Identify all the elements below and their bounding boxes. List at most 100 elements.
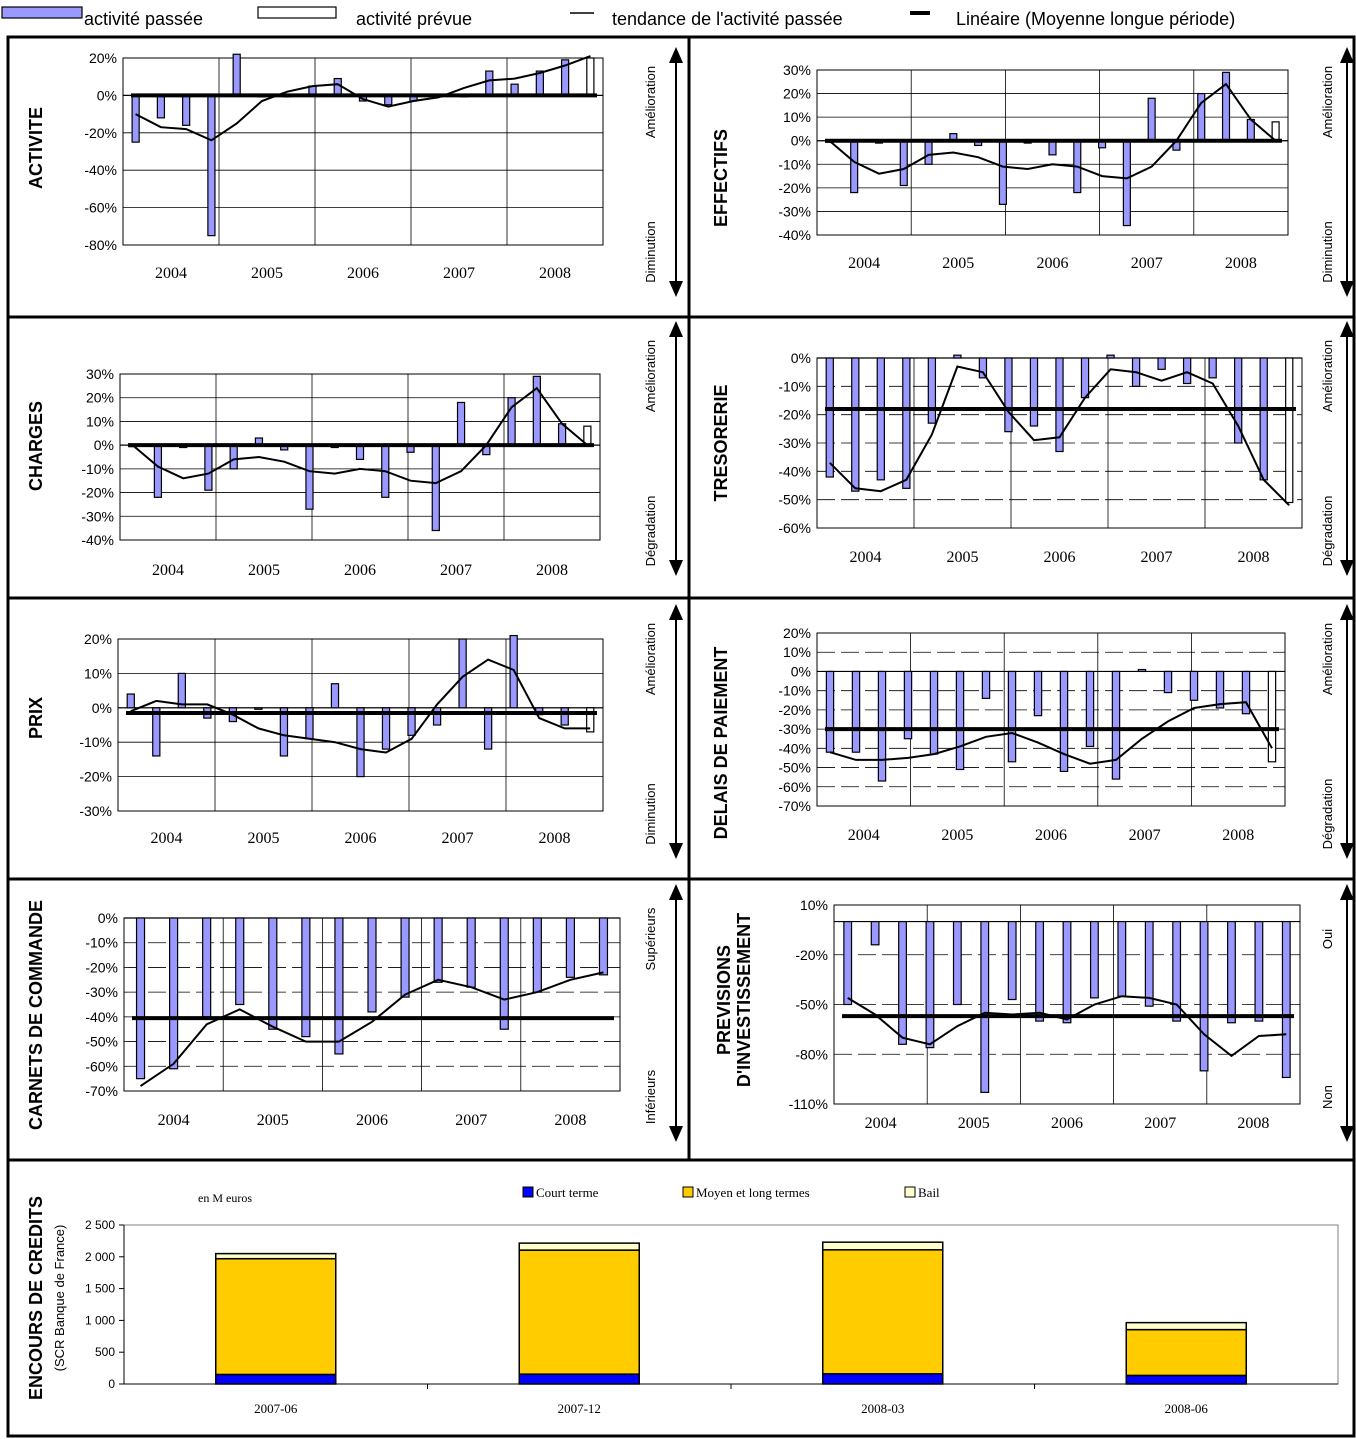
past-bar <box>229 444 238 470</box>
x-tick-label: 2006 <box>344 562 376 579</box>
past-bar <box>1111 670 1121 780</box>
x-tick-label: 2005 <box>248 562 280 579</box>
arrow-up-icon <box>669 47 683 63</box>
y-tick-label: 500 <box>95 1345 115 1359</box>
x-tick-label: 2005 <box>958 1115 990 1132</box>
trend-line <box>135 55 591 142</box>
past-bar <box>1080 357 1090 399</box>
past-bar <box>407 707 416 736</box>
past-bar <box>381 707 391 750</box>
y-tick-label: 30% <box>86 366 114 382</box>
y-tick-label: -10% <box>778 378 811 394</box>
x-tick-label: 2005 <box>947 549 979 566</box>
past-bar <box>898 920 907 1045</box>
past-bar <box>924 140 933 165</box>
past-bar <box>156 94 166 119</box>
past-bar <box>899 140 908 187</box>
past-bar <box>1221 71 1231 142</box>
past-bar <box>1199 920 1209 1072</box>
chart-activite: 20% 0% -20% -40% -60% -80% 2004 2005 2006 2007 200… <box>26 47 683 297</box>
side-label-top: Oui <box>1320 929 1335 949</box>
trend-line <box>139 971 604 1087</box>
past-bar <box>279 707 289 757</box>
chart-carnets: 0% -10% -20% -30% -40% -50% -60% -70% 2004 2005 20… <box>26 884 683 1142</box>
y-tick-label: -20% <box>79 769 112 785</box>
past-bar <box>1182 357 1192 385</box>
charts-layer: 20% 0% -20% -40% -60% -80% 2004 2005 2006 2007 200… <box>26 47 1354 1416</box>
y-tick-label: 0% <box>98 910 118 926</box>
x-tick-label: 2008 <box>1237 1115 1269 1132</box>
chart-title: EFFECTIFS <box>711 129 731 227</box>
x-tick-label: 2007 <box>443 265 475 282</box>
legend-trend-label: tendance de l'activité passée <box>612 9 843 29</box>
past-bar <box>1007 670 1017 763</box>
past-bar <box>1004 357 1013 433</box>
past-bar <box>1085 670 1095 748</box>
past-bar <box>1055 357 1064 453</box>
x-tick-label: 2006 <box>345 830 377 847</box>
past-bar <box>330 683 340 709</box>
side-label-bottom: Non <box>1320 1085 1335 1109</box>
x-tick-label: 2008 <box>536 562 568 579</box>
arrow-down-icon <box>1340 1126 1354 1142</box>
y-tick-label: 0% <box>97 87 117 103</box>
stacked-bar-segment <box>1125 1374 1247 1385</box>
chart-tresorerie: 0% -10% -20% -30% -40% -50% -60% 2004 2005 2006 20… <box>711 321 1354 576</box>
past-bar <box>268 917 278 1030</box>
past-bar <box>367 917 377 1013</box>
y-tick-label: 10% <box>783 109 811 125</box>
forecast-bar <box>1267 670 1277 763</box>
x-tick-label: 2008-06 <box>1165 1401 1209 1416</box>
y-tick-label: -30% <box>778 435 811 451</box>
past-bar <box>1035 920 1045 1022</box>
side-label-top: Amélioration <box>643 340 658 412</box>
x-tick-label: 2007 <box>440 562 472 579</box>
chart-title: ENCOURS DE CREDITS <box>26 1196 46 1400</box>
side-label-top: Amélioration <box>643 66 658 138</box>
x-tick-label: 2006 <box>1051 1115 1083 1132</box>
legend-planned-label: activité prévue <box>356 9 472 29</box>
chart-encours: ENCOURS DE CREDITS (SCR Banque de France)… <box>26 1185 1339 1416</box>
x-tick-label: 2008 <box>1238 549 1270 566</box>
arrow-up-icon <box>669 321 683 337</box>
past-bar <box>532 375 541 446</box>
legend-long-term-label: Linéaire (Moyenne longue période) <box>956 9 1235 29</box>
x-tick-label: 2006 <box>356 1112 388 1129</box>
past-bar <box>902 357 911 489</box>
y-tick-label: -60% <box>84 200 117 216</box>
past-bar <box>1062 920 1072 1024</box>
side-label-top: Supérieurs <box>643 907 658 970</box>
past-bar <box>1259 357 1268 481</box>
y-tick-label: -70% <box>778 798 811 814</box>
legend-past-label: activité passée <box>84 9 203 29</box>
x-tick-label: 2006 <box>1035 827 1067 844</box>
past-bar <box>433 917 443 983</box>
past-bar <box>126 693 135 709</box>
past-bar <box>598 917 609 976</box>
past-bar <box>1029 357 1039 427</box>
past-bar <box>1089 920 1099 999</box>
chart-delais: 20% 10% 0% -10% -20% -30% -40% -50% -60% -70% 2004… <box>711 604 1354 859</box>
chart-subtitle: (SCR Banque de France) <box>52 1225 67 1372</box>
chart-title: ACTIVITE <box>26 107 46 189</box>
chart-title: CHARGES <box>26 401 46 491</box>
stacked-bar-segment <box>822 1241 944 1251</box>
y-tick-label: 1 500 <box>85 1282 115 1296</box>
chart-charges: 30% 20% 10% 0% -10% -20% -30% -40% 2004 2005 2006 2… <box>26 321 683 579</box>
past-bar <box>207 94 216 237</box>
past-bar <box>851 670 861 753</box>
past-bar <box>458 638 467 709</box>
y-tick-label: 0 <box>108 1377 115 1391</box>
y-tick-label: -50% <box>778 760 811 776</box>
y-tick-label: -50% <box>778 492 811 508</box>
past-bar <box>955 670 965 771</box>
past-bar <box>851 357 860 492</box>
arrow-up-icon <box>669 604 683 620</box>
past-bar <box>153 444 163 498</box>
past-bar <box>850 140 859 194</box>
x-tick-label: 2004 <box>151 830 183 847</box>
arrow-down-icon <box>669 843 683 859</box>
forecast-bar <box>586 707 595 733</box>
side-label-top: Amélioration <box>1320 340 1335 412</box>
